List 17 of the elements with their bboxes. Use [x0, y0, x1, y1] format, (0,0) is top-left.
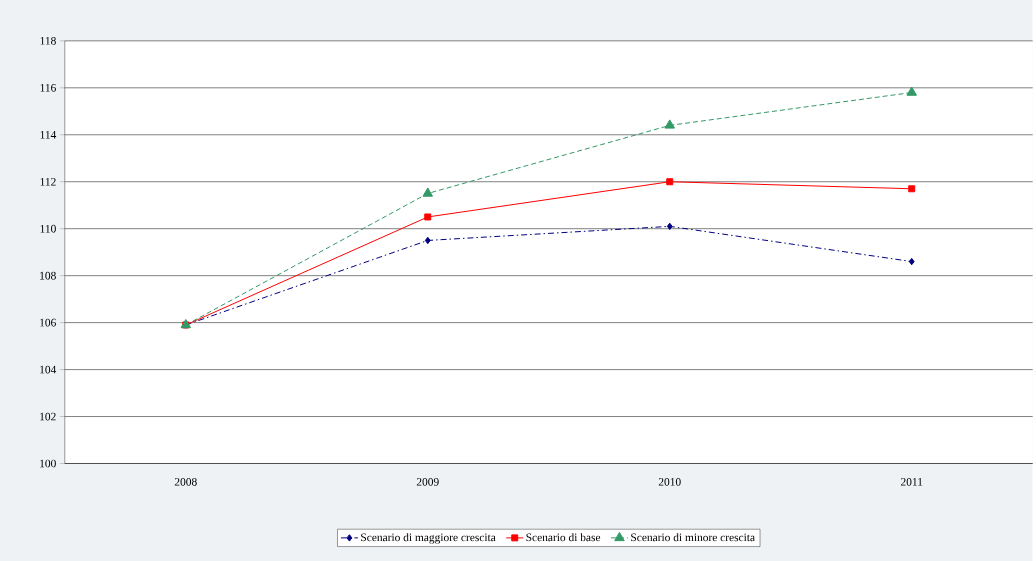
y-tick-label: 108	[40, 271, 56, 280]
x-tick-label: 2008	[174, 477, 197, 486]
x-tick-label: 2011	[901, 477, 923, 486]
y-tick-label: 112	[40, 177, 56, 186]
legend-label: Scenario di maggiore crescita	[361, 533, 496, 544]
y-tick-label: 118	[40, 36, 56, 45]
legend-label: Scenario di minore crescita	[631, 533, 755, 542]
y-tick-label: 106	[40, 318, 56, 327]
legend-label: Scenario di base	[526, 533, 601, 542]
y-tick-label: 102	[40, 412, 56, 421]
y-tick-label: 116	[40, 83, 56, 92]
x-tick-label: 2009	[416, 477, 439, 486]
y-tick-label: 114	[40, 130, 57, 139]
y-tick-label: 100	[40, 459, 56, 468]
x-tick-label: 2010	[658, 477, 681, 486]
y-tick-label: 104	[40, 365, 57, 374]
y-tick-label: 110	[40, 224, 56, 233]
